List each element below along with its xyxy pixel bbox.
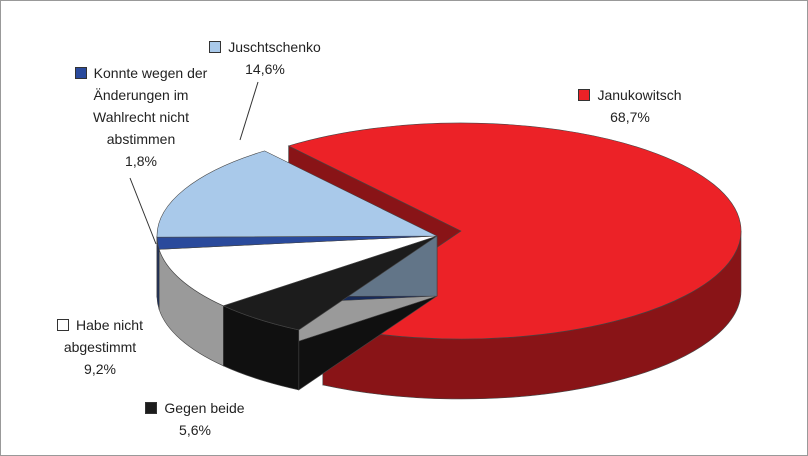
legend-swatch	[578, 89, 591, 101]
category-name: Juschtschenko	[228, 39, 321, 55]
legend-swatch	[74, 67, 87, 79]
value-label: 14,6%	[245, 61, 285, 77]
slice-label: Janukowitsch 68,7%	[555, 84, 705, 128]
pie	[156, 122, 742, 400]
category-name: Gegen beide	[164, 400, 245, 416]
slice	[156, 150, 438, 238]
value-label: 1,8%	[125, 153, 157, 169]
slice-label: Gegen beide 5,6%	[120, 397, 270, 441]
slice-label: Konnte wegen der Änderungen im Wahlrecht…	[72, 62, 210, 172]
leader-line	[129, 177, 157, 245]
slice-label: Juschtschenko 14,6%	[190, 36, 340, 80]
value-label: 9,2%	[84, 361, 116, 377]
slice-label: Habe nicht abgestimmt 9,2%	[30, 314, 170, 380]
value-label: 68,7%	[610, 109, 650, 125]
category-name: Habe nicht abgestimmt	[63, 317, 143, 355]
leader-line	[239, 81, 259, 141]
legend-swatch	[209, 41, 222, 53]
legend-swatch	[57, 319, 70, 331]
value-label: 5,6%	[179, 422, 211, 438]
slice	[158, 235, 438, 307]
category-name: Konnte wegen der Änderungen im Wahlrecht…	[93, 65, 208, 147]
legend-swatch	[145, 402, 158, 414]
category-name: Janukowitsch	[597, 87, 682, 103]
